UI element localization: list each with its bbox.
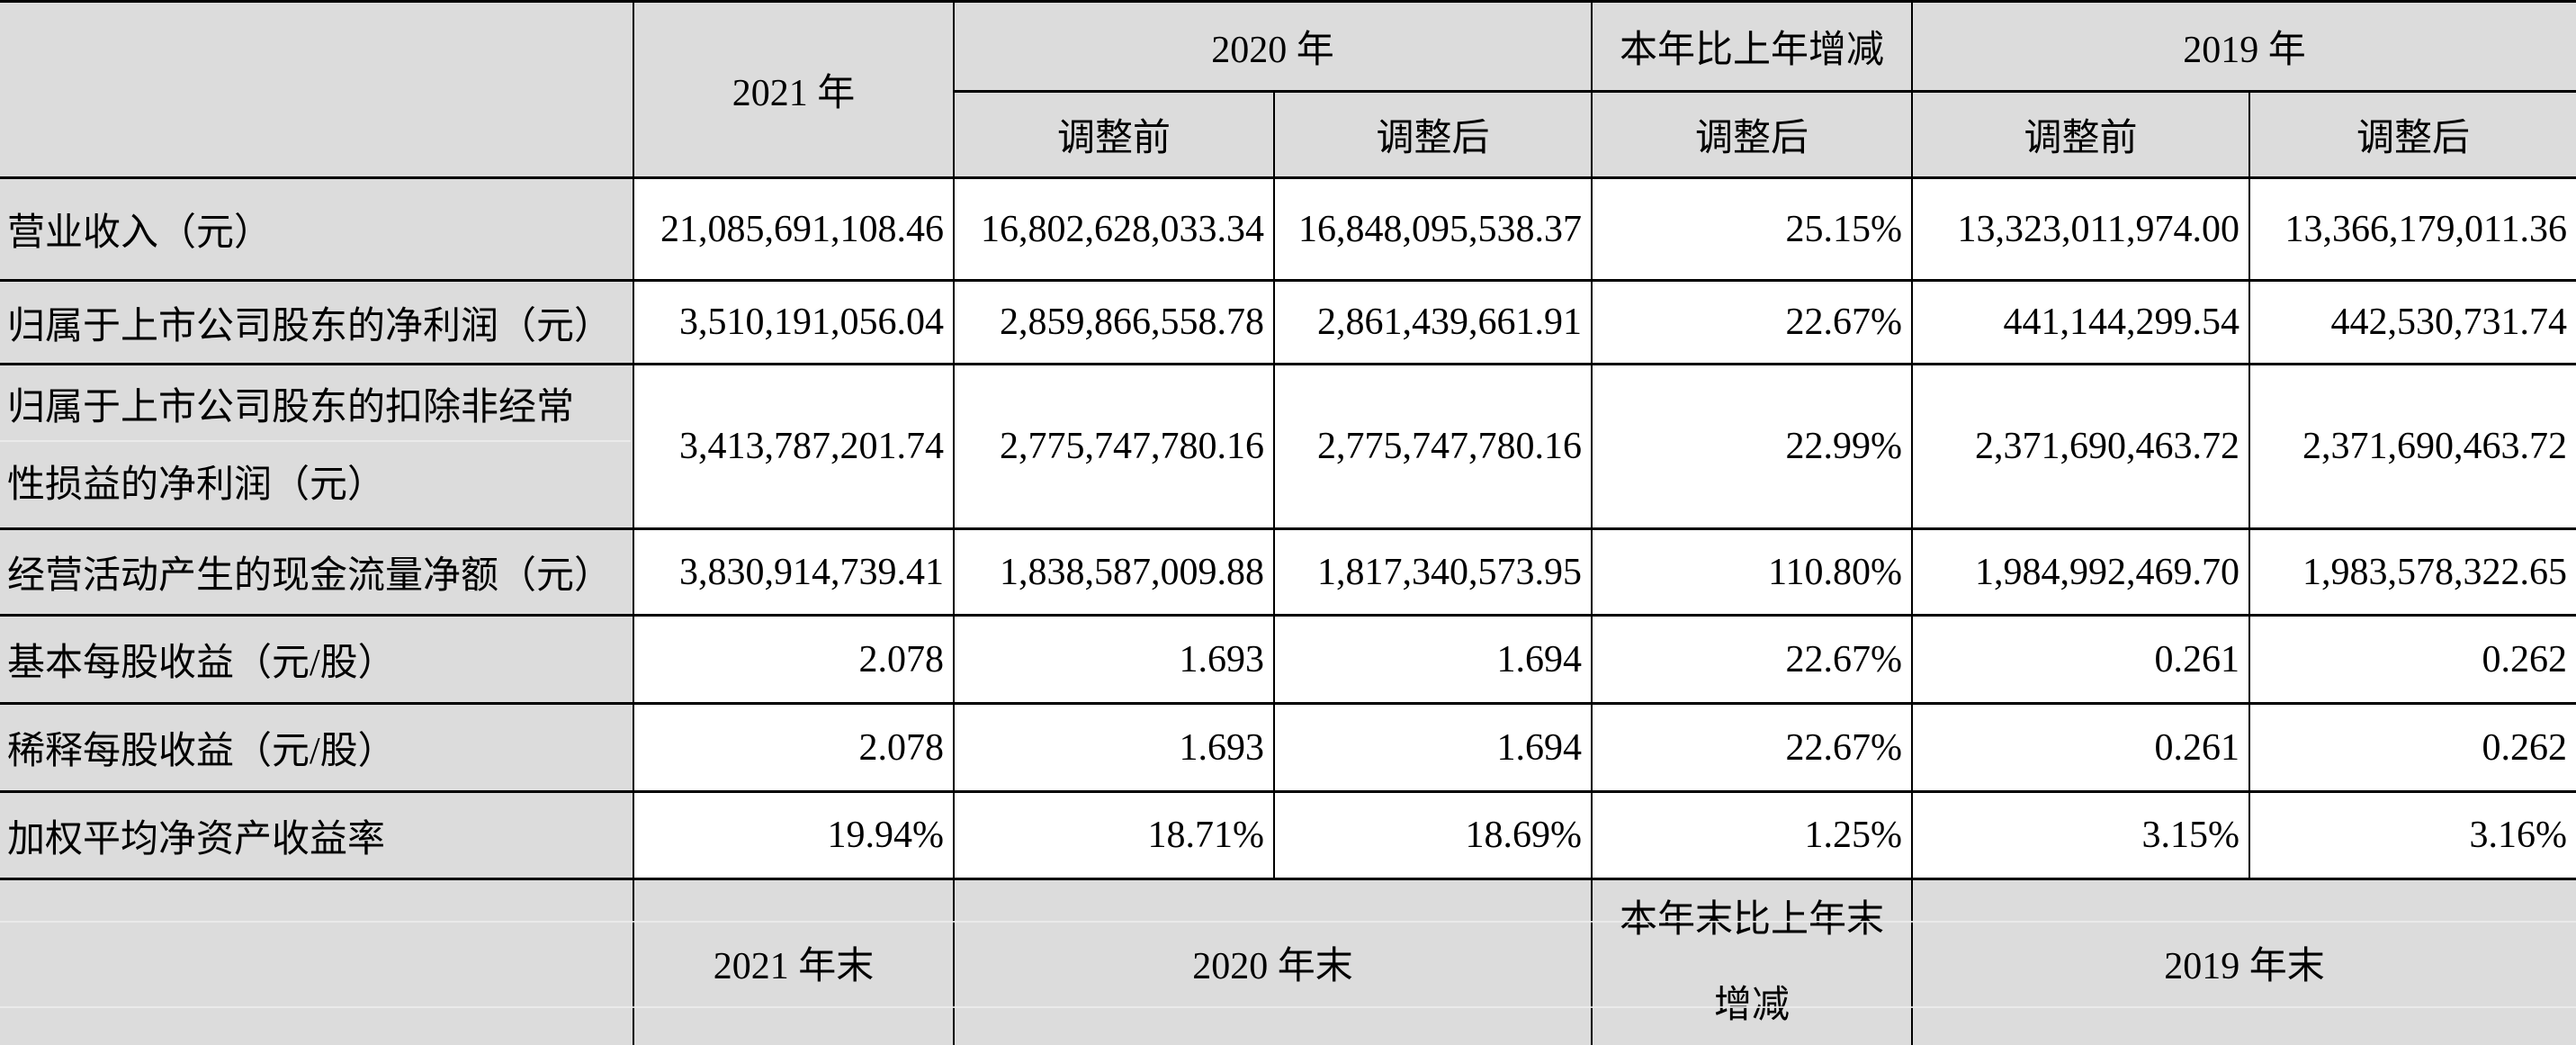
- row-label-weighted-avg-roe: 加权平均净资产收益率: [0, 790, 633, 878]
- cell-value: 1,983,578,322.65: [2248, 527, 2576, 614]
- cell-value: 1,984,992,469.70: [1911, 527, 2248, 614]
- row-label-operating-cash-flow: 经营活动产生的现金流量净额（元）: [0, 527, 633, 614]
- footer-header-2020-end: 2020 年末: [953, 878, 1591, 1045]
- cell-value: 0.261: [1911, 614, 2248, 702]
- cell-value: 0.262: [2248, 614, 2576, 702]
- cell-value: 22.67%: [1591, 614, 1911, 702]
- cell-value: 25.15%: [1591, 176, 1911, 279]
- subheader-2020-adj-before: 调整前: [953, 90, 1273, 176]
- cell-value: 18.71%: [953, 790, 1273, 878]
- cell-value: 0.261: [1911, 702, 2248, 790]
- row-label-basic-eps: 基本每股收益（元/股）: [0, 614, 633, 702]
- cell-value: 22.99%: [1591, 363, 1911, 527]
- row-label-diluted-eps: 稀释每股收益（元/股）: [0, 702, 633, 790]
- cell-value: 1,817,340,573.95: [1273, 527, 1591, 614]
- cell-value: 3.15%: [1911, 790, 2248, 878]
- cell-value: 1.694: [1273, 614, 1591, 702]
- col-header-2019: 2019 年: [1911, 0, 2576, 90]
- footer-header-2021-end: 2021 年末: [633, 878, 953, 1045]
- row-label-revenue: 营业收入（元）: [0, 176, 633, 279]
- cell-value: 2.078: [633, 702, 953, 790]
- footer-header-2019-end: 2019 年末: [1911, 878, 2576, 1045]
- cell-value: 19.94%: [633, 790, 953, 878]
- cell-value: 2,861,439,661.91: [1273, 279, 1591, 363]
- cell-value: 21,085,691,108.46: [633, 176, 953, 279]
- cell-value: 1.25%: [1591, 790, 1911, 878]
- cell-value: 16,848,095,538.37: [1273, 176, 1591, 279]
- subheader-yoy-adj-after: 调整后: [1591, 90, 1911, 176]
- cell-value: 0.262: [2248, 702, 2576, 790]
- cell-value: 3,413,787,201.74: [633, 363, 953, 527]
- cell-value: 2,775,747,780.16: [1273, 363, 1591, 527]
- cell-value: 1.694: [1273, 702, 1591, 790]
- cell-value: 3,830,914,739.41: [633, 527, 953, 614]
- cell-value: 16,802,628,033.34: [953, 176, 1273, 279]
- cell-value: 22.67%: [1591, 279, 1911, 363]
- corner-header-cell: [0, 0, 633, 176]
- cell-value: 2,859,866,558.78: [953, 279, 1273, 363]
- cell-value: 3,510,191,056.04: [633, 279, 953, 363]
- cell-value: 1,838,587,009.88: [953, 527, 1273, 614]
- subheader-2019-adj-before: 调整前: [1911, 90, 2248, 176]
- row-label-net-profit-excl-nonrecurring: 归属于上市公司股东的扣除非经常 性损益的净利润（元）: [0, 363, 633, 527]
- subheader-2020-adj-after: 调整后: [1273, 90, 1591, 176]
- cell-value: 442,530,731.74: [2248, 279, 2576, 363]
- footer-label-cell: [0, 878, 633, 1045]
- row-label-net-profit: 归属于上市公司股东的净利润（元）: [0, 279, 633, 363]
- subheader-2019-adj-after: 调整后: [2248, 90, 2576, 176]
- cell-value: 2.078: [633, 614, 953, 702]
- footer-header-yoy-end-change: 本年末比上年末 增减: [1591, 878, 1911, 1045]
- cell-value: 2,371,690,463.72: [1911, 363, 2248, 527]
- cell-value: 3.16%: [2248, 790, 2576, 878]
- cell-value: 22.67%: [1591, 702, 1911, 790]
- col-header-2020: 2020 年: [953, 0, 1591, 90]
- cell-value: 13,366,179,011.36: [2248, 176, 2576, 279]
- col-header-2021: 2021 年: [633, 0, 953, 176]
- col-header-yoy-change: 本年比上年增减: [1591, 0, 1911, 90]
- cell-value: 2,775,747,780.16: [953, 363, 1273, 527]
- cell-value: 1.693: [953, 702, 1273, 790]
- cell-value: 110.80%: [1591, 527, 1911, 614]
- cell-value: 2,371,690,463.72: [2248, 363, 2576, 527]
- cell-value: 441,144,299.54: [1911, 279, 2248, 363]
- cell-value: 13,323,011,974.00: [1911, 176, 2248, 279]
- cell-value: 1.693: [953, 614, 1273, 702]
- cell-value: 18.69%: [1273, 790, 1591, 878]
